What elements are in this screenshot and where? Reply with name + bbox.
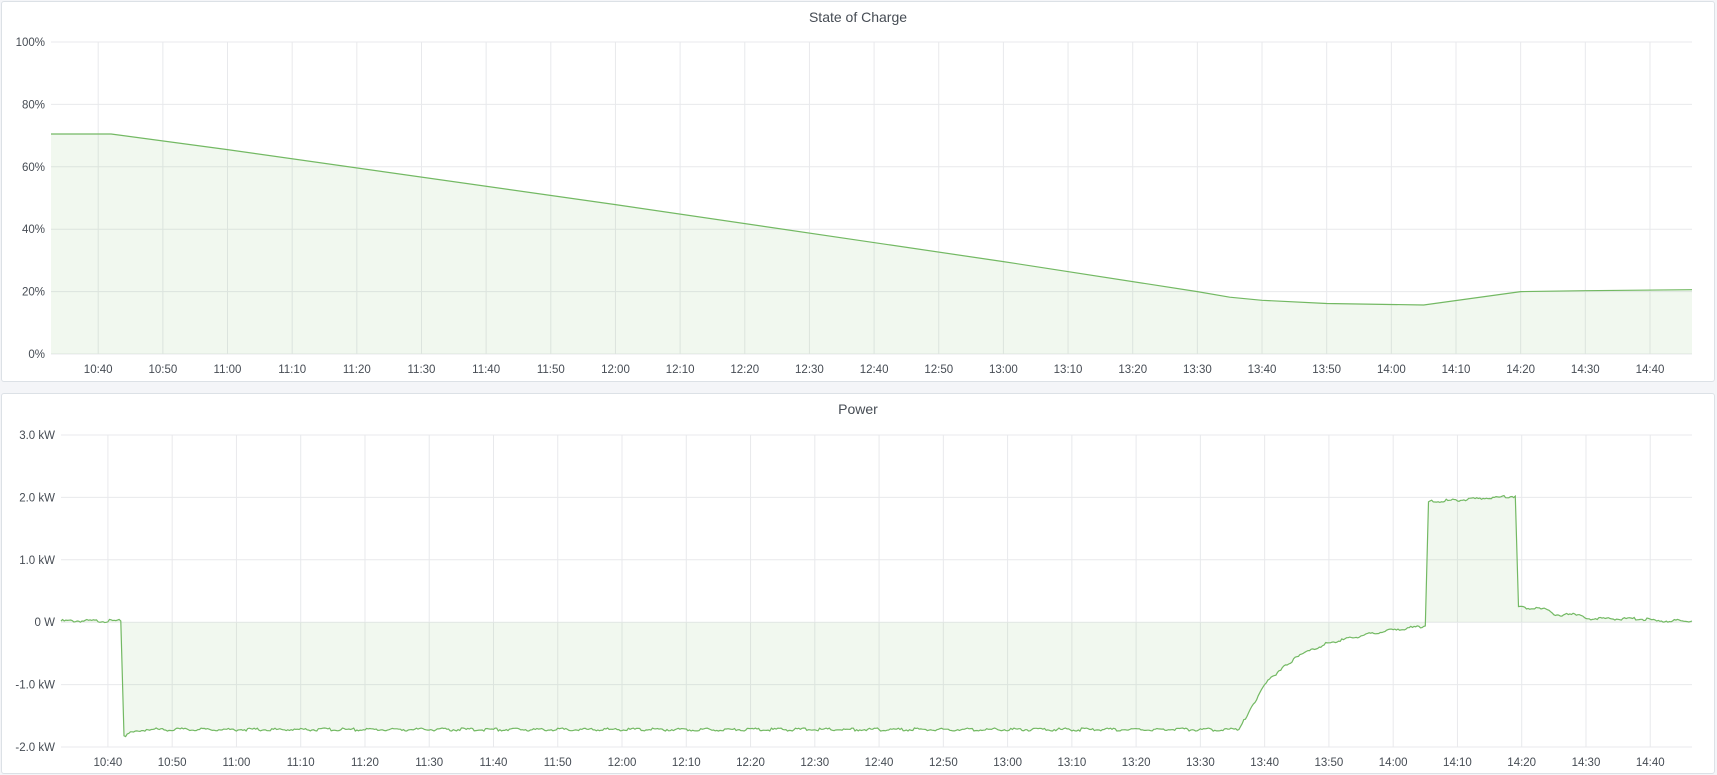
y-tick-label: 3.0 kW xyxy=(19,430,55,442)
x-tick-label: 14:20 xyxy=(1507,757,1536,769)
x-tick-label: 14:10 xyxy=(1442,364,1471,376)
x-tick-label: 13:30 xyxy=(1186,757,1215,769)
power-chart: -2.0 kW -1.0 kW 0 W 1.0 kW 2.0 kW 3.0 kW 10:40… xyxy=(15,430,1693,769)
x-tick-label: 10:40 xyxy=(84,364,113,376)
x-tick-label: 13:30 xyxy=(1183,364,1212,376)
x-tick-label: 10:40 xyxy=(94,757,123,769)
y-tick-label: 1.0 kW xyxy=(19,555,55,567)
x-tick-label: 11:40 xyxy=(480,757,508,769)
x-tick-label: 11:30 xyxy=(415,757,443,769)
x-tick-label: 12:40 xyxy=(860,364,889,376)
y-tick-label: -2.0 kW xyxy=(15,742,55,754)
y-tick-label: -1.0 kW xyxy=(15,680,55,692)
x-tick-label: 11:30 xyxy=(408,364,436,376)
x-tick-label: 13:10 xyxy=(1057,757,1086,769)
x-tick-label: 13:50 xyxy=(1315,757,1344,769)
x-tick-label: 14:20 xyxy=(1506,364,1535,376)
x-tick-label: 11:00 xyxy=(214,364,242,376)
x-tick-label: 12:40 xyxy=(865,757,894,769)
x-tick-label: 11:40 xyxy=(472,364,500,376)
series-line xyxy=(51,133,1693,306)
x-tick-label: 12:10 xyxy=(666,364,695,376)
x-tick-label: 12:20 xyxy=(736,757,765,769)
x-tick-label: 12:50 xyxy=(924,364,953,376)
x-tick-label: 10:50 xyxy=(148,364,177,376)
x-tick-label: 13:00 xyxy=(989,364,1018,376)
power-panel-title: Power xyxy=(838,401,878,417)
x-tick-label: 14:40 xyxy=(1636,757,1665,769)
x-tick-label: 11:20 xyxy=(351,757,379,769)
soc-panel-title: State of Charge xyxy=(808,9,908,25)
x-tick-label: 11:10 xyxy=(278,364,306,376)
x-tick-label: 14:10 xyxy=(1443,757,1472,769)
x-tick-label: 13:20 xyxy=(1122,757,1151,769)
y-tick-label: 0% xyxy=(28,349,45,361)
x-tick-label: 11:20 xyxy=(343,364,371,376)
x-tick-label: 14:30 xyxy=(1572,757,1601,769)
soc-chart: 0% 20% 40% 60% 80% 100% 10:40 10:50 11:00 11:10 11… xyxy=(16,37,1693,376)
series-area xyxy=(61,495,1692,737)
x-tick-label: 11:50 xyxy=(537,364,565,376)
x-tick-label: 11:10 xyxy=(287,757,315,769)
x-tick-label: 13:00 xyxy=(993,757,1022,769)
x-tick-label: 13:40 xyxy=(1248,364,1277,376)
x-tick-label: 11:00 xyxy=(222,757,250,769)
x-tick-label: 10:50 xyxy=(158,757,187,769)
x-tick-label: 12:20 xyxy=(730,364,759,376)
power-panel: Power -2.0 kW -1.0 kW 0 W 1.0 kW 2.0 kW 3.0 k… xyxy=(1,393,1715,774)
x-tick-label: 12:00 xyxy=(601,364,630,376)
x-tick-label: 12:10 xyxy=(672,757,701,769)
y-tick-label: 0 W xyxy=(35,617,56,629)
x-tick-label: 14:00 xyxy=(1379,757,1408,769)
x-tick-label: 14:30 xyxy=(1571,364,1600,376)
x-tick-label: 12:30 xyxy=(795,364,824,376)
y-tick-label: 100% xyxy=(16,37,45,49)
x-tick-label: 14:00 xyxy=(1377,364,1406,376)
x-tick-label: 12:00 xyxy=(608,757,637,769)
x-tick-label: 14:40 xyxy=(1636,364,1665,376)
y-tick-label: 60% xyxy=(22,162,45,174)
x-tick-label: 13:20 xyxy=(1118,364,1147,376)
y-tick-label: 40% xyxy=(22,224,45,236)
y-tick-label: 20% xyxy=(22,287,45,299)
soc-panel: State of Charge 0% 20% 40% 60% 80% 100% 10:40 1… xyxy=(1,1,1715,382)
x-tick-label: 13:10 xyxy=(1054,364,1083,376)
series-area xyxy=(51,134,1692,354)
x-tick-label: 12:50 xyxy=(929,757,958,769)
series-line xyxy=(60,494,1693,738)
y-tick-label: 80% xyxy=(22,99,45,111)
x-tick-label: 13:40 xyxy=(1250,757,1279,769)
x-tick-label: 13:50 xyxy=(1312,364,1341,376)
x-tick-label: 12:30 xyxy=(800,757,829,769)
x-tick-label: 11:50 xyxy=(544,757,572,769)
y-tick-label: 2.0 kW xyxy=(19,492,55,504)
